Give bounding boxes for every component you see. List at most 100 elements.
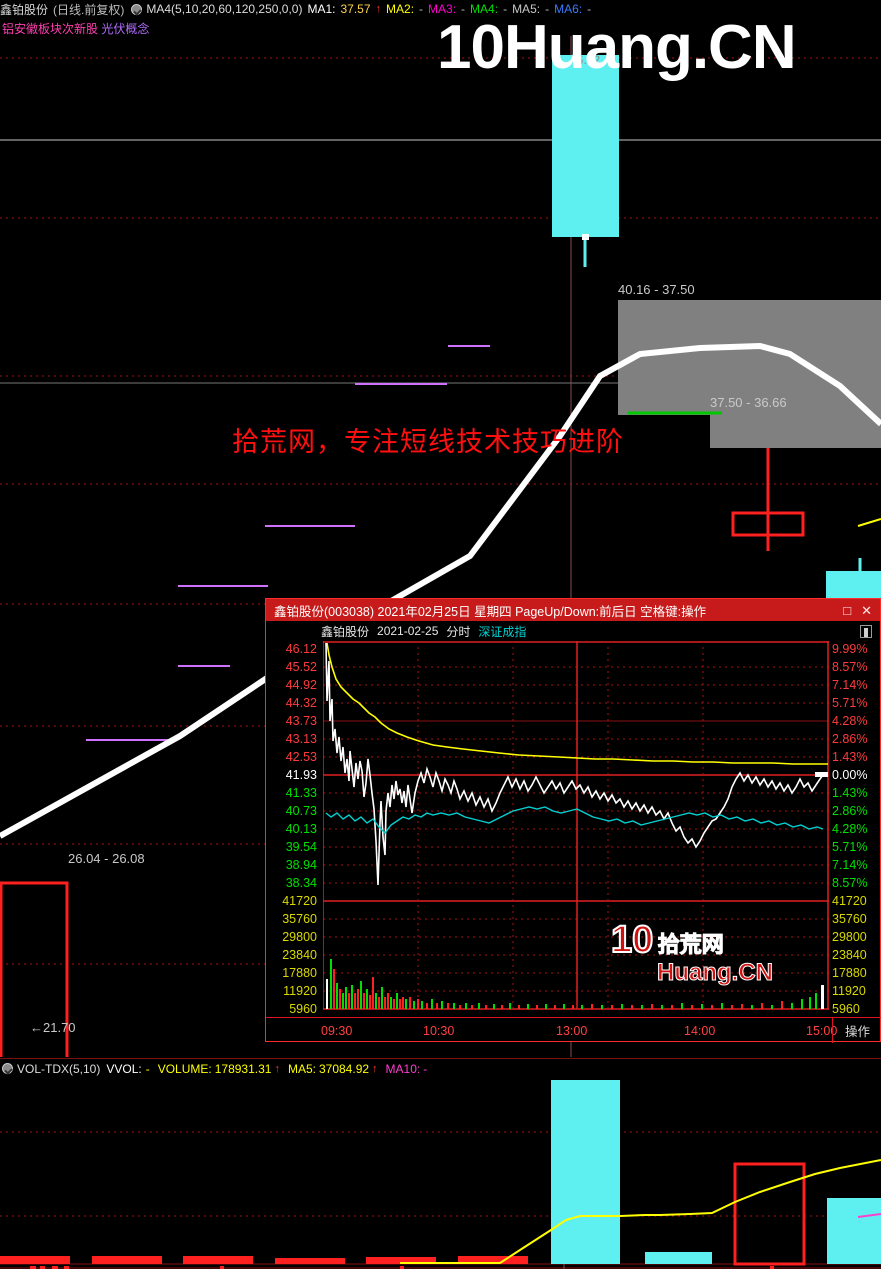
logo-site: Huang.CN (657, 959, 774, 987)
ma5-value: - (545, 2, 550, 16)
ma10-value: - (423, 1061, 428, 1076)
volume-label: VOLUME: (157, 1061, 212, 1076)
time-tick: 15:00 (806, 1023, 838, 1038)
chart-header-bar: 鑫铂股份 (日线.前复权) MA4(5,10,20,60,120,250,0,0… (0, 0, 881, 18)
stock-name[interactable]: 鑫铂股份 (0, 2, 49, 17)
volume-tick: 23840 (832, 948, 867, 962)
site-watermark-popup: 10 拾荒网 Huang.CN (610, 920, 774, 987)
ma6-label: MA6: (554, 2, 583, 16)
ma5-label: MA5: (287, 1061, 316, 1076)
bottom-price-value: 21.70 (43, 1020, 76, 1035)
ma2-value: - (419, 2, 424, 16)
svg-text:46.12: 46.12 (570, 53, 600, 67)
site-watermark-top: 10Huang.CN (437, 13, 797, 82)
pct-tick: 9.99% (832, 642, 868, 656)
chevron-down-circle-icon[interactable] (2, 1063, 13, 1074)
volume-value: 178931.31 (214, 1061, 272, 1076)
popup-title-text: 鑫铂股份(003038) 2021年02月25日 星期四 PageUp/Down… (274, 604, 707, 619)
intraday-plot-area[interactable] (323, 641, 829, 1043)
popup-index-name[interactable]: 深证成指 (478, 624, 527, 639)
ma-formula-label[interactable]: MA4(5,10,20,60,120,250,0,0) (146, 2, 303, 16)
ma5-arrow-icon: ↑ (372, 1062, 378, 1075)
pct-tick: 8.57% (832, 876, 868, 890)
volume-tick: 17880 (832, 966, 867, 980)
price-tick: 39.54 (285, 840, 317, 854)
volume-tick: 35760 (282, 912, 317, 926)
popup-stock-name: 鑫铂股份 (321, 624, 370, 639)
price-tick: 43.13 (285, 732, 317, 746)
time-axis: 09:30 10:30 13:00 14:00 15:00 操作 (266, 1017, 881, 1043)
ma2-label: MA2: (386, 2, 415, 16)
volume-tick: 35760 (832, 912, 867, 926)
panel-toggle-icon[interactable] (860, 624, 872, 638)
price-tick: 38.34 (285, 876, 317, 890)
tag-sector[interactable]: 铝安徽板块次新股 (2, 22, 99, 36)
ma4-label: MA4: (470, 2, 499, 16)
volume-tick: 5960 (832, 1002, 860, 1016)
price-tick: 45.52 (285, 660, 317, 674)
time-tick: 13:00 (556, 1023, 588, 1038)
pct-tick: 1.43% (832, 786, 868, 800)
ma5-value: 37084.92 (318, 1061, 370, 1076)
price-tick: 40.73 (285, 804, 317, 818)
price-tick: 40.13 (285, 822, 317, 836)
pct-tick: 5.71% (832, 840, 868, 854)
volume-indicator-panel[interactable] (0, 1080, 881, 1269)
pct-tick: 4.28% (832, 822, 868, 836)
volume-tick: 41720 (832, 894, 867, 908)
volume-tick: 41720 (282, 894, 317, 908)
price-tick: 43.73 (285, 714, 317, 728)
popup-date: 2021-02-25 (377, 624, 439, 638)
price-tick: 41.93 (285, 768, 317, 782)
operation-button[interactable]: 操作 (832, 1018, 881, 1043)
pct-tick: 4.28% (832, 714, 868, 728)
volume-tick: 23840 (282, 948, 317, 962)
pct-tick: 7.14% (832, 678, 868, 692)
price-tick: 44.32 (285, 696, 317, 710)
intraday-popup-window[interactable]: 鑫铂股份(003038) 2021年02月25日 星期四 PageUp/Down… (265, 598, 881, 1043)
time-tick: 09:30 (321, 1023, 353, 1038)
pct-tick: 8.57% (832, 660, 868, 674)
price-tick: 46.12 (285, 642, 317, 656)
pct-tick: 7.14% (832, 858, 868, 872)
volume-tick: 11920 (832, 984, 866, 998)
ma3-label: MA3: (428, 2, 457, 16)
price-tick: 44.92 (285, 678, 317, 692)
ma3-value: - (461, 2, 466, 16)
ma4-value: - (503, 2, 508, 16)
tag-concept[interactable]: 光伏概念 (101, 22, 150, 36)
indicator-name[interactable]: VOL-TDX(5,10) (17, 1061, 101, 1076)
popup-title-bar[interactable]: 鑫铂股份(003038) 2021年02月25日 星期四 PageUp/Down… (266, 599, 880, 621)
volume-arrow-icon: ↑ (274, 1062, 280, 1075)
ma1-label: MA1: (307, 2, 336, 16)
ma1-arrow-icon: ↑ (375, 3, 382, 15)
pct-tick: 2.86% (832, 804, 868, 818)
intraday-chart-body[interactable]: 46.12 45.52 44.92 44.32 43.73 43.13 42.5… (266, 641, 881, 1043)
range-label-3: 26.04 - 26.08 (68, 851, 145, 866)
period-label[interactable]: (日线.前复权) (53, 2, 125, 17)
vvol-label: VVOL: (106, 1061, 142, 1076)
popup-chart-type: 分时 (446, 624, 471, 639)
pct-tick: 1.43% (832, 750, 868, 764)
site-watermark-middle: 拾荒网，专注短线技术技巧进阶 (232, 427, 624, 458)
time-tick: 10:30 (423, 1023, 455, 1038)
range-label-2: 37.50 - 36.66 (710, 395, 787, 410)
chevron-down-circle-icon[interactable] (131, 3, 143, 15)
volume-tick: 17880 (282, 966, 317, 980)
range-label-1: 40.16 - 37.50 (618, 282, 695, 297)
close-icon[interactable]: ✕ (861, 602, 872, 618)
volume-tick: 5960 (289, 1002, 317, 1016)
pct-tick: 0.00% (832, 768, 868, 782)
pct-tick: 2.86% (832, 732, 868, 746)
pct-tick: 5.71% (832, 696, 868, 710)
volume-tick: 11920 (283, 984, 317, 998)
time-tick: 14:00 (684, 1023, 716, 1038)
logo-chinese: 拾荒网 (657, 932, 724, 958)
price-tick: 42.53 (285, 750, 317, 764)
maximize-icon[interactable]: □ (843, 602, 852, 618)
ma1-value: 37.57 (340, 2, 371, 16)
popup-subtitle-bar: 鑫铂股份 2021-02-25 分时 深证成指 (266, 621, 880, 641)
left-arrow-icon: ← (30, 1020, 43, 1035)
vvol-value: - (145, 1061, 150, 1076)
volume-tick: 29800 (832, 930, 867, 944)
